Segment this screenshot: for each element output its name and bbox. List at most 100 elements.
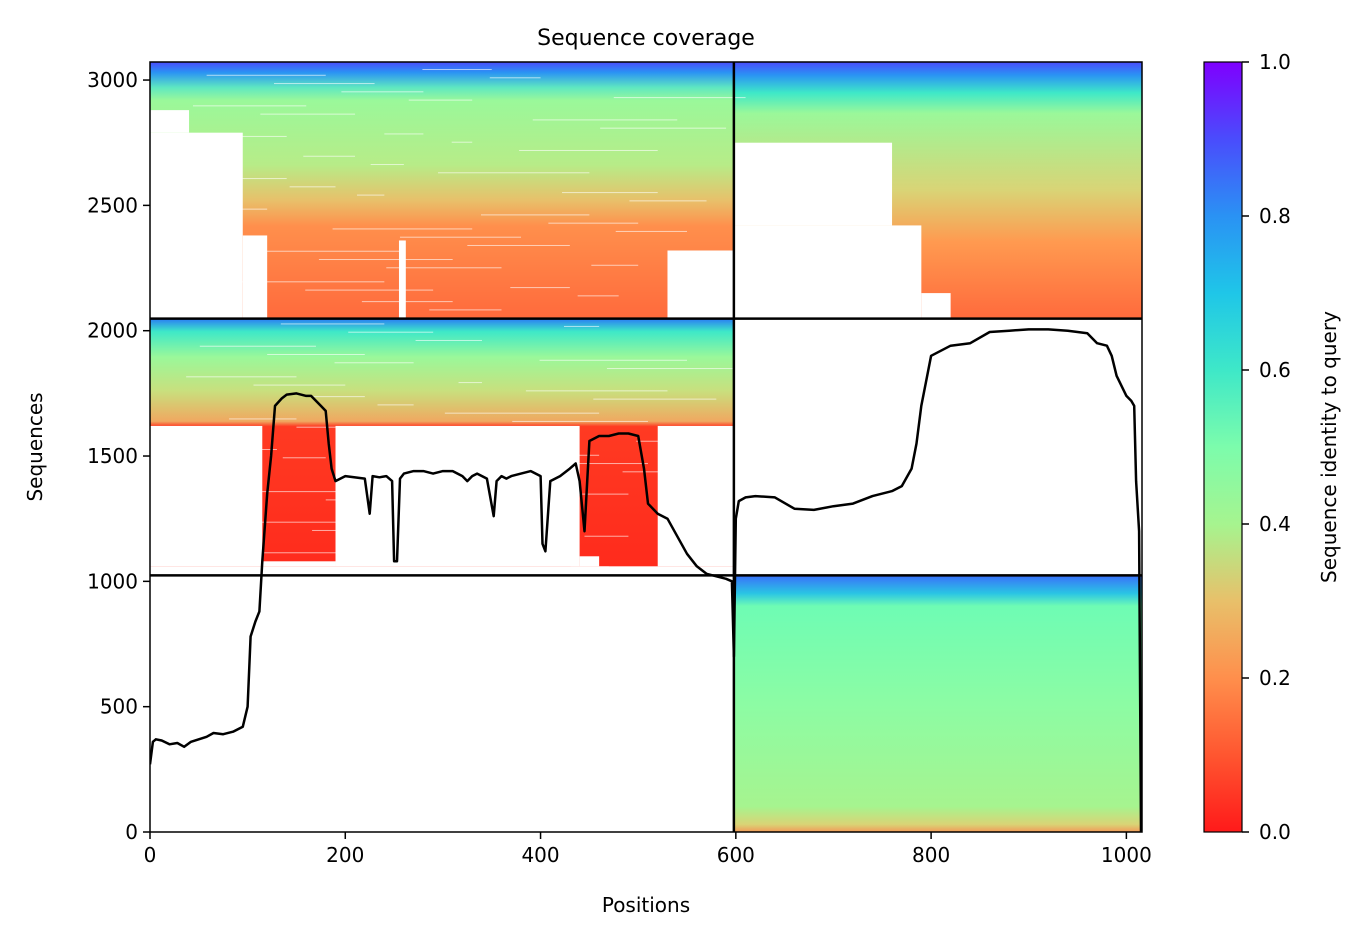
row-streak [436,549,512,551]
y-axis-label: Sequences [23,392,47,501]
x-axis-label: Positions [602,893,690,917]
colorbar-tick-label: 0.8 [1259,204,1291,228]
row-streak [370,164,404,166]
row-streak [325,499,463,501]
row-streak [562,192,658,194]
colorbar-tick-label: 0.4 [1259,512,1291,536]
row-streak [386,267,502,269]
coverage-gap [733,225,922,319]
colorbar-tick-label: 0.2 [1259,666,1291,690]
row-streak [348,331,434,333]
row-streak [260,113,356,115]
row-streak [361,301,453,303]
row-streak [244,521,395,523]
row-streak [310,396,365,398]
row-streak [415,339,482,341]
y-tick-label: 2000 [87,319,138,343]
row-streak [429,309,502,311]
coverage-gap [150,110,190,133]
row-streak [377,404,414,406]
row-streak [519,149,658,151]
row-streak [318,259,453,261]
coverage-gap [579,556,600,567]
row-streak [593,398,717,400]
row-streak [408,99,473,101]
row-streak [296,426,346,428]
coverage-gap [335,425,580,567]
x-tick-label: 0 [144,843,157,867]
row-streak [510,287,570,289]
x-tick-label: 600 [717,843,755,867]
row-streak [332,228,473,230]
row-streak [622,471,697,473]
row-streak [541,493,629,495]
row-streak [355,572,443,574]
row-streak [274,83,375,85]
chart-title: Sequence coverage [537,26,755,51]
row-streak [267,354,365,356]
coverage-gap [262,561,336,567]
row-streak [206,74,326,76]
empty-region [733,318,1142,576]
colorbar [1203,61,1243,833]
row-streak [253,384,346,386]
row-streak [177,513,209,515]
y-tick-label: 2500 [87,193,138,217]
row-streak [451,141,473,143]
coverage-gap [921,293,951,319]
row-streak [229,418,297,420]
x-tick-label: 400 [521,843,559,867]
row-streak [163,544,190,546]
row-streak [192,105,307,107]
row-streak [393,507,512,509]
y-tick-label: 3000 [87,68,138,92]
heatmap-blocks [150,62,1142,832]
row-streak [555,463,648,465]
row-streak [384,133,424,135]
row-streak [156,303,180,305]
row-streak [525,390,668,392]
y-tick-label: 1000 [87,569,138,593]
colorbar-ticks: 0.0 0.2 0.4 0.6 0.8 1.0 [1242,50,1291,844]
y-tick-label: 1500 [87,444,138,468]
row-streak [282,457,326,459]
coverage-line [150,328,1142,832]
row-streak [584,535,629,537]
row-streak [222,178,287,180]
y-tick-label: 500 [100,695,138,719]
row-streak [591,264,639,266]
y-axis-ticks: 0 500 1000 1500 2000 2500 3000 [87,68,150,844]
row-streak [458,382,482,384]
row-streak [489,77,541,79]
row-streak [636,440,717,442]
row-streak [231,552,375,554]
row-streak [548,222,639,224]
row-streak [154,169,238,171]
row-streak [438,172,590,174]
plot-frame [149,61,1143,833]
heatmap-gaps [150,69,1142,832]
row-streak [615,230,688,232]
coverage-gap [150,425,263,567]
empty-region [150,575,734,832]
row-streak [512,420,648,422]
row-streak [199,345,316,347]
row-streak [467,244,570,246]
row-streak [179,135,287,137]
chain-boundaries [150,62,1142,832]
coverage-gap [150,132,243,319]
row-streak [444,412,600,414]
row-streak [480,214,590,216]
row-streak [539,359,688,361]
y-tick-label: 0 [125,820,138,844]
row-streak [356,194,385,196]
row-streak [600,127,727,129]
row-streak [215,449,277,451]
row-streak [406,477,531,479]
row-streak [606,368,736,370]
coverage-gap [733,142,893,226]
row-streak [422,69,492,71]
row-streak [487,454,600,456]
x-tick-label: 200 [326,843,364,867]
